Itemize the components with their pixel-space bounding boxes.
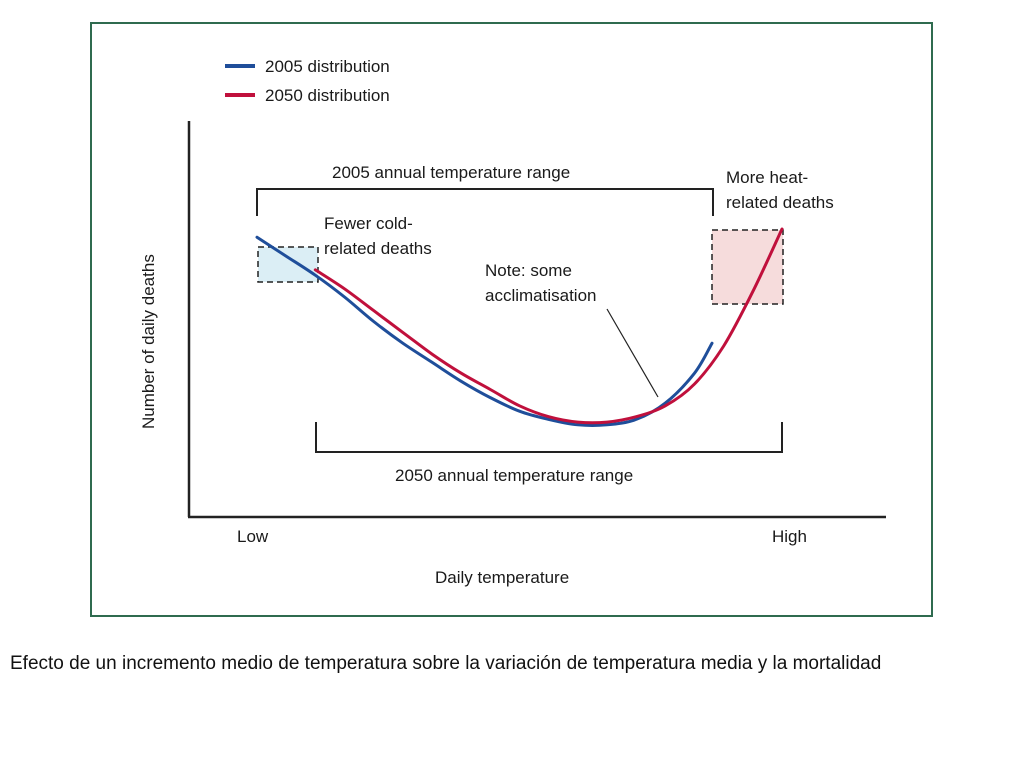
series-2005-line: [255, 235, 714, 427]
note-pointer-line: [606, 308, 659, 398]
cold-annotation-line2: related deaths: [324, 239, 432, 258]
y-axis-label: Number of daily deaths: [139, 254, 158, 429]
cold-deaths-box: [257, 246, 319, 283]
x-tick-low: Low: [237, 527, 269, 546]
chart-svg: 2005 distribution 2050 distribution Low …: [139, 57, 886, 587]
legend-label-2050: 2050 distribution: [265, 86, 390, 105]
x-tick-high: High: [772, 527, 807, 546]
range-2050-bracket: [315, 422, 783, 453]
heat-annotation-line1: More heat-: [726, 168, 808, 187]
series-layer: [255, 227, 784, 427]
heat-deaths-box: [711, 229, 784, 305]
cold-annotation-line1: Fewer cold-: [324, 214, 413, 233]
range-2050-label: 2050 annual temperature range: [395, 466, 633, 485]
range-2005-bracket: [256, 188, 714, 216]
x-axis-label: Daily temperature: [435, 568, 569, 587]
series-2050-line: [313, 227, 784, 425]
range-2005-label: 2005 annual temperature range: [332, 163, 570, 182]
legend-label-2005: 2005 distribution: [265, 57, 390, 76]
note-annotation-line2: acclimatisation: [485, 286, 597, 305]
note-annotation-line1: Note: some: [485, 261, 572, 280]
heat-annotation-line2: related deaths: [726, 193, 834, 212]
chart-frame: 2005 distribution 2050 distribution Low …: [90, 22, 933, 617]
slide-caption: Efecto de un incremento medio de tempera…: [10, 653, 882, 674]
